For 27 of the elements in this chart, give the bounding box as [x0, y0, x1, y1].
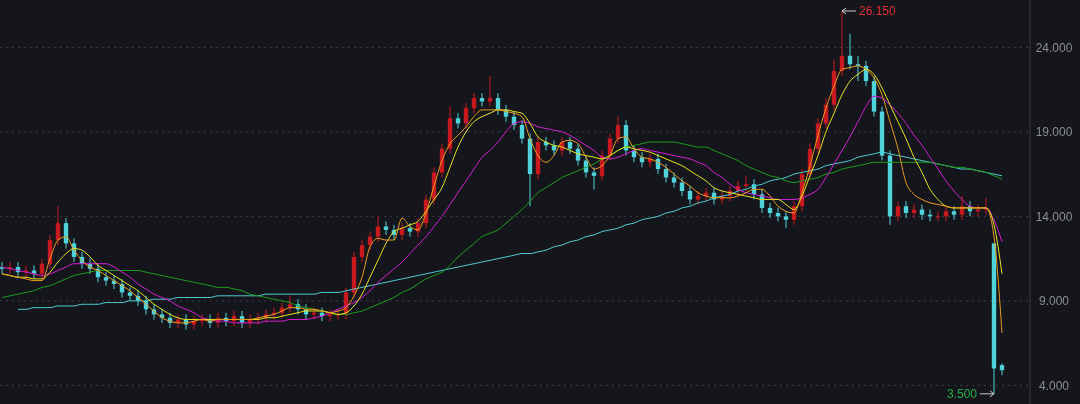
candlestick [671, 171, 677, 189]
candlestick [103, 271, 109, 287]
candlestick [359, 239, 365, 263]
y-tick-label: 24.000 [1035, 40, 1073, 55]
y-tick-label: 4.000 [1038, 378, 1070, 393]
candlestick [127, 286, 133, 302]
candlestick [591, 166, 597, 190]
candlestick [463, 102, 469, 129]
candlestick [743, 175, 749, 192]
y-tick-label: 19.000 [1035, 125, 1073, 140]
y-tick-label: 14.000 [1035, 209, 1073, 224]
candlestick [767, 202, 773, 219]
candlestick [919, 204, 925, 221]
candlestick [935, 210, 941, 222]
candlestick [951, 205, 957, 221]
candlestick [567, 136, 573, 155]
y-tick-label: 9.000 [1038, 294, 1070, 309]
candlestick [327, 308, 333, 322]
candlestick [455, 112, 461, 129]
candlestick [519, 119, 525, 145]
candlestick [943, 205, 949, 222]
candlestick [407, 222, 413, 238]
candlestick [903, 200, 909, 219]
candlestick [999, 362, 1005, 376]
annotation: 3.500 [946, 386, 978, 401]
annotation: 26.150 [859, 3, 897, 18]
candlestick [783, 210, 789, 229]
